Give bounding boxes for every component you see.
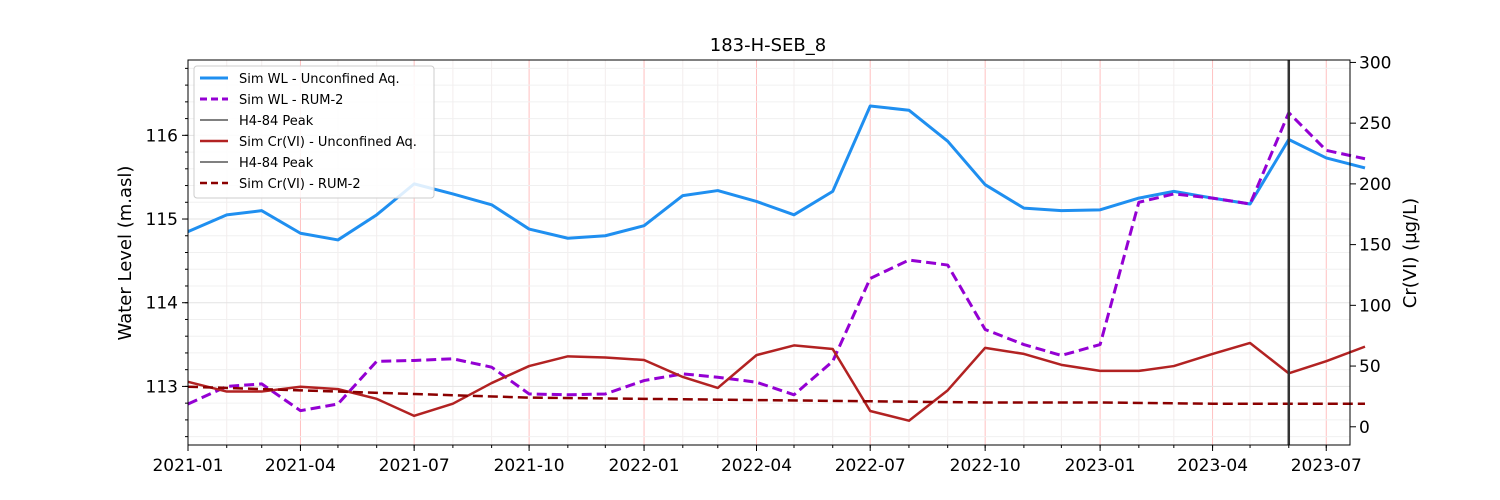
series-layer — [187, 104, 1366, 422]
x-tick-label: 2021-07 — [379, 456, 450, 476]
x-tick-label: 2022-07 — [835, 456, 906, 476]
y-left-tick-label: 116 — [146, 126, 178, 146]
y-left-tick-label: 113 — [146, 377, 178, 397]
legend-label: Sim WL - Unconfined Aq. — [239, 72, 400, 87]
series-line-3 — [187, 341, 1366, 422]
x-tick-label: 2023-04 — [1177, 456, 1248, 476]
legend-label: Sim WL - RUM-2 — [239, 93, 343, 108]
axes-layer: 2021-01 2021-04 2021-07 2021-10 2022-01 2022-… — [146, 53, 1392, 476]
y-axis-left-title: Water Level (m.asl) — [115, 166, 136, 341]
legend: Sim WL - Unconfined Aq. Sim WL - RUM-2 H4-… — [193, 65, 435, 199]
x-tick-label: 2021-04 — [265, 456, 336, 476]
legend-label: H4-84 Peak — [239, 114, 314, 129]
legend-label: H4-84 Peak — [239, 156, 314, 171]
series-line-1 — [187, 111, 1366, 413]
x-tick-label: 2021-01 — [152, 456, 223, 476]
y-right-tick-label: 300 — [1359, 53, 1391, 73]
y-axis-right-title: Cr(VI) (µg/L) — [1400, 198, 1421, 308]
x-tick-label: 2022-01 — [609, 456, 680, 476]
y-left-tick-label: 115 — [146, 210, 178, 230]
x-tick-label: 2022-10 — [950, 456, 1021, 476]
series-line-5 — [187, 385, 1365, 405]
y-right-tick-label: 100 — [1359, 296, 1391, 316]
x-tick-label: 2023-01 — [1065, 456, 1136, 476]
legend-label: Sim Cr(VI) - Unconfined Aq. — [239, 135, 417, 150]
y-right-tick-label: 200 — [1359, 175, 1391, 195]
x-tick-label: 2021-10 — [494, 456, 565, 476]
x-tick-label: 2023-07 — [1291, 456, 1362, 476]
y-left-tick-label: 114 — [146, 294, 178, 314]
legend-label: Sim Cr(VI) - RUM-2 — [239, 177, 361, 192]
y-right-tick-label: 250 — [1359, 114, 1391, 134]
legend-box — [193, 65, 435, 199]
y-right-tick-label: 0 — [1359, 418, 1370, 438]
y-right-tick-label: 50 — [1359, 357, 1381, 377]
y-right-tick-label: 150 — [1359, 236, 1391, 256]
chart-title: 183-H-SEB_8 — [710, 35, 826, 56]
x-tick-label: 2022-04 — [721, 456, 792, 476]
series-line-0 — [187, 104, 1366, 242]
